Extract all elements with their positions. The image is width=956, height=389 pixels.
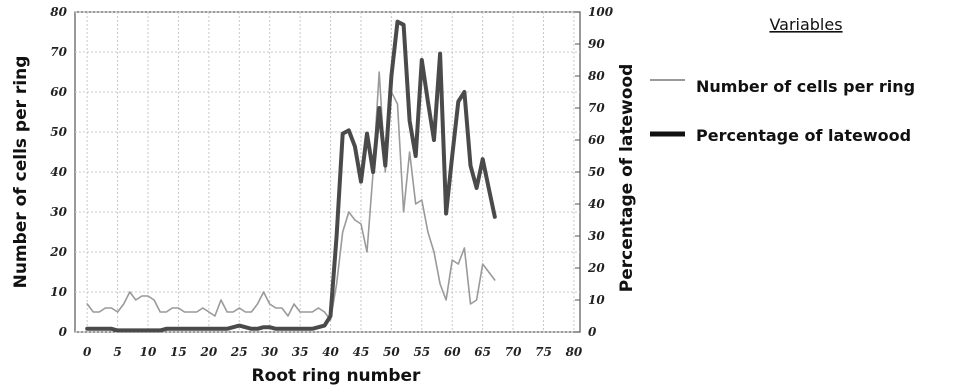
- x-tick-label: 75: [535, 345, 552, 359]
- right-tick-label: 0: [588, 325, 597, 339]
- series-line-latewood: [85, 19, 497, 333]
- right-axis-ticks: 0 10 20 30 40 50 60 70 80 90 100: [575, 5, 614, 339]
- x-tick-label: 15: [170, 345, 187, 359]
- x-tick-label: 50: [383, 345, 400, 359]
- right-tick-label: 30: [588, 229, 605, 243]
- left-tick-label: 60: [50, 85, 67, 99]
- left-tick-label: 10: [50, 285, 67, 299]
- x-tick-label: 30: [261, 345, 278, 359]
- x-axis-title: Root ring number: [252, 366, 422, 386]
- right-tick-label: 90: [588, 37, 605, 51]
- left-tick-label: 50: [50, 125, 67, 139]
- right-tick-label: 20: [587, 261, 605, 275]
- legend: Variables Number of cells per ring Perce…: [650, 15, 915, 145]
- left-axis-ticks: 0 10 20 30 40 50 60 70 80: [49, 5, 67, 339]
- grid: [75, 11, 580, 333]
- left-axis-title: Number of cells per ring: [11, 56, 31, 289]
- left-tick-label: 80: [50, 5, 67, 19]
- x-tick-label: 55: [413, 345, 430, 359]
- x-tick-label: 40: [322, 345, 339, 359]
- left-tick-label: 0: [59, 325, 68, 339]
- x-axis-ticks: 0 5 10 15 20 25 30 35 40 45 50 55 60 65 70 75 80: [83, 345, 583, 359]
- x-tick-label: 0: [83, 345, 92, 359]
- x-tick-label: 65: [474, 345, 491, 359]
- x-tick-label: 70: [505, 345, 522, 359]
- x-tick-label: 80: [566, 345, 583, 359]
- right-tick-label: 50: [588, 165, 605, 179]
- x-tick-label: 45: [353, 345, 370, 359]
- series-line-cells: [86, 71, 496, 321]
- left-tick-label: 30: [50, 205, 67, 219]
- left-tick-label: 20: [49, 245, 67, 259]
- x-tick-label: 10: [140, 345, 157, 359]
- right-tick-label: 100: [588, 5, 614, 19]
- right-tick-label: 40: [588, 197, 605, 211]
- x-tick-label: 20: [200, 345, 218, 359]
- x-tick-label: 5: [113, 345, 121, 359]
- x-tick-label: 60: [444, 345, 461, 359]
- right-tick-label: 80: [588, 69, 605, 83]
- right-tick-label: 60: [588, 133, 605, 147]
- left-tick-label: 40: [50, 165, 67, 179]
- right-axis-title: Percentage of latewood: [617, 64, 637, 292]
- x-tick-label: 25: [230, 345, 248, 359]
- left-tick-label: 70: [50, 45, 67, 59]
- right-tick-label: 10: [588, 293, 605, 307]
- legend-label-cells: Number of cells per ring: [696, 77, 915, 96]
- x-tick-label: 35: [292, 345, 309, 359]
- legend-label-latewood: Percentage of latewood: [696, 126, 911, 145]
- legend-title: Variables: [769, 15, 842, 34]
- right-tick-label: 70: [588, 101, 605, 115]
- series-layer: [85, 19, 497, 333]
